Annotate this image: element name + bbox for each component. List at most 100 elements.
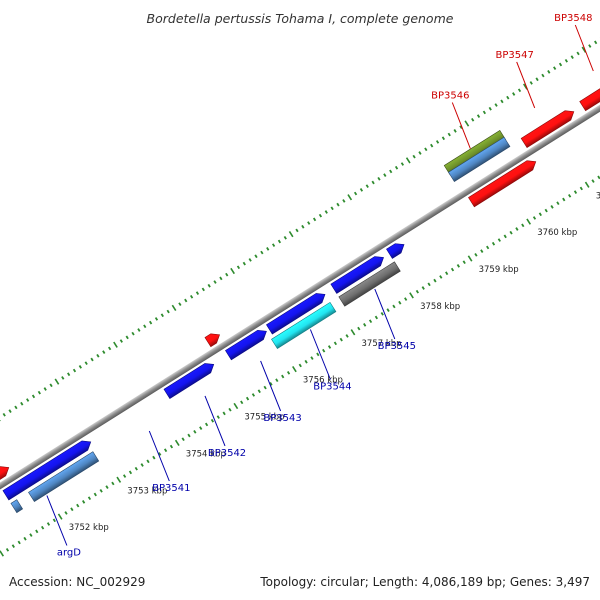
reverse-tick-row-tick [538,212,542,217]
gene-label[interactable]: BP3547 [496,50,534,61]
gene-feature[interactable] [579,68,600,112]
forward-tick-row-tick [8,409,12,413]
reverse-tick-row-tick [204,422,209,427]
reverse-tick-row-tick [568,193,572,198]
forward-tick-row-tick [242,261,246,266]
gene-feature[interactable] [2,437,94,501]
reverse-tick-row-tick [597,175,600,180]
reverse-tick-row-tick [486,245,490,250]
forward-tick-row-tick [2,412,6,417]
kbp-tick-label: 3757 kbp [362,339,402,349]
forward-tick-row-tick [389,169,393,174]
gene-feature[interactable] [338,261,401,307]
forward-tick-row-tick [424,147,428,152]
forward-tick-row-tick [37,390,41,395]
gene-label[interactable]: BP3544 [313,382,351,393]
gene-label[interactable]: BP3542 [208,448,246,459]
gene-feature[interactable] [28,451,100,503]
forward-tick-row-tick [84,361,88,366]
reverse-tick-row-tick [579,186,583,191]
forward-tick-row-tick [108,346,112,351]
gene-label[interactable]: BP3541 [152,483,190,494]
gene-label[interactable]: argD [57,548,81,559]
forward-tick-row-tick [113,341,118,348]
reverse-tick-row-tick [174,439,180,447]
reverse-tick-row-tick [263,385,267,390]
reverse-tick-row-tick [292,366,297,373]
forward-tick-row-tick [201,287,205,292]
forward-tick-row-tick [471,117,475,122]
forward-tick-row-tick [96,353,100,358]
reverse-tick-row-tick [544,208,548,213]
gene-feature[interactable] [163,360,217,399]
forward-tick-row-tick [189,294,194,299]
forward-tick-row-tick [564,58,568,63]
reverse-tick-row-tick [81,500,86,504]
forward-tick-row-tick [61,376,65,380]
gene-label[interactable]: BP3546 [431,91,469,102]
gene-label-leader [374,288,396,340]
kbp-tick-label: 3756 kbp [303,376,343,386]
forward-tick-row-tick [72,368,77,373]
gene-feature[interactable] [468,157,538,208]
reverse-tick-row-tick [169,444,174,449]
forward-tick-row-tick [90,357,94,362]
forward-tick-row-tick [225,272,229,277]
forward-tick-row-tick [377,176,381,181]
reverse-tick-row-tick [181,437,185,442]
gene-feature[interactable] [448,136,511,182]
forward-tick-row-tick [576,51,580,56]
gene-label-leader [260,360,282,412]
forward-tick-row-tick [324,210,328,214]
reverse-tick-row-tick [556,201,560,206]
forward-tick-row-tick [447,132,451,137]
genome-backbone [0,0,600,500]
genome-backbone-region [0,0,600,557]
forward-tick-row-tick [312,217,317,222]
reverse-tick-row-tick [310,356,314,360]
gene-feature[interactable] [204,330,223,348]
reverse-tick-row-tick [70,507,74,512]
gene-feature[interactable] [225,327,269,361]
gene-feature[interactable] [0,463,12,482]
reverse-tick-row-tick [368,319,373,324]
reverse-tick-row-tick [480,249,484,253]
kbp-tick-label: 3752 kbp [69,523,109,533]
reverse-tick-row-tick [327,345,332,349]
reverse-tick-row-tick [509,230,513,235]
reverse-tick-row-tick [41,525,45,530]
forward-tick-row-tick [195,291,200,295]
gene-feature[interactable] [271,301,337,349]
forward-tick-row-tick [488,106,492,111]
forward-tick-row-tick [184,298,188,303]
forward-tick-row-tick [14,405,18,410]
gene-label[interactable]: BP3548 [554,13,592,24]
gene-label[interactable]: BP3545 [378,341,416,352]
reverse-tick-row-tick [240,400,244,405]
gene-feature[interactable] [386,240,407,259]
kbp-tick-label: 3753 kbp [127,486,167,496]
reverse-tick-row-tick [357,326,361,331]
gene-feature[interactable] [520,107,577,149]
gene-label[interactable]: BP3543 [263,413,301,424]
gene-feature[interactable] [10,499,24,514]
gene-feature[interactable] [266,290,327,335]
gene-feature[interactable] [330,253,387,294]
reverse-tick-row-tick [333,341,338,346]
forward-tick-row-tick [482,110,487,115]
forward-tick-row-tick [31,394,36,399]
forward-tick-row-tick [219,276,223,281]
forward-tick-row-tick [283,235,287,240]
reverse-tick-row-tick [491,241,496,246]
forward-tick-row-tick [517,88,522,93]
forward-tick-row-tick [353,191,358,196]
reverse-tick-row-tick [116,476,122,483]
reverse-tick-row-tick [216,415,220,419]
forward-tick-row-tick [412,154,416,159]
reverse-tick-row-tick [573,190,578,194]
reverse-tick-row-tick [152,455,156,460]
forward-tick-row-tick [26,398,30,402]
reverse-tick-row-tick [591,179,595,183]
reverse-tick-row-tick [380,311,384,316]
forward-tick-row-tick [405,157,411,164]
